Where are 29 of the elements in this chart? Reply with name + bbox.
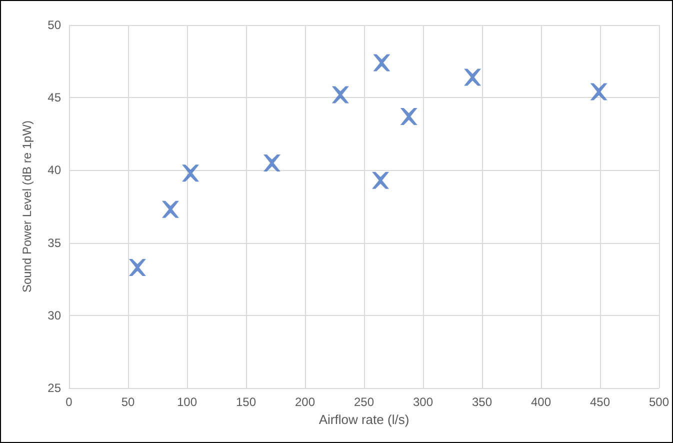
- x-tick-label: 300: [412, 395, 434, 409]
- point: [372, 172, 390, 189]
- x-tick-label: 150: [236, 395, 256, 409]
- point: [162, 200, 179, 218]
- y-tick-label: 45: [48, 90, 62, 105]
- point: [128, 258, 146, 276]
- x-tick-label: 200: [294, 395, 316, 409]
- y-tick-label: 30: [48, 308, 62, 322]
- x-tick-label: 500: [648, 395, 670, 409]
- point: [464, 68, 482, 86]
- x-tick-label: 450: [590, 395, 610, 409]
- point: [263, 154, 280, 172]
- point: [332, 86, 349, 104]
- x-tick-label: 100: [176, 395, 198, 409]
- y-tick-label: 35: [48, 236, 62, 250]
- x-tick-label: 250: [354, 395, 374, 409]
- x-tick-label: 350: [472, 395, 492, 409]
- point: [373, 54, 390, 72]
- x-tick-label: 0: [66, 395, 73, 409]
- y-axis-title: Sound Power Level (dB re 1pW): [20, 120, 34, 293]
- point: [590, 83, 608, 100]
- x-tick-label: 50: [121, 395, 135, 409]
- point: [400, 108, 418, 125]
- y-tick-label: 40: [48, 163, 62, 178]
- point: [182, 164, 200, 182]
- x-axis-title: Airflow rate (l/s): [318, 412, 410, 427]
- y-tick-label: 50: [48, 18, 62, 32]
- y-tick-label: 25: [48, 381, 62, 395]
- x-tick-label: 400: [530, 395, 552, 409]
